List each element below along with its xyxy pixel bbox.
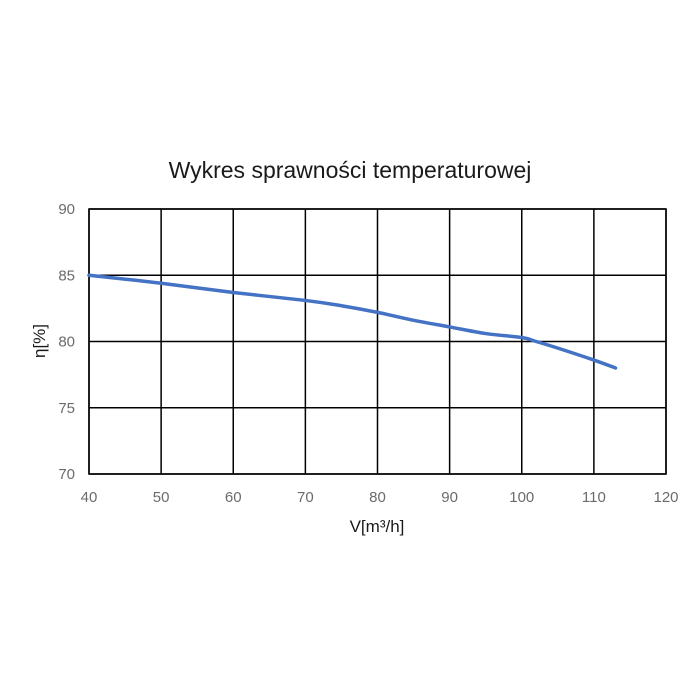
chart-title: Wykres sprawności temperaturowej [169, 157, 532, 183]
plot-area-border [88, 208, 667, 475]
x-tick-label: 50 [153, 489, 170, 506]
y-axis-title: η[%] [30, 324, 49, 358]
x-axis-tick-labels: 40 50 60 70 80 90 100 110 120 [81, 489, 679, 506]
x-tick-label: 60 [225, 489, 242, 506]
series-lines [87, 273, 618, 370]
x-tick-label: 70 [297, 489, 314, 506]
plot-border [88, 208, 667, 475]
x-tick-label: 120 [653, 489, 678, 506]
series-line [87, 273, 618, 370]
x-tick-label: 80 [369, 489, 386, 506]
x-tick-label: 40 [81, 489, 98, 506]
y-axis-tick-labels: 70 75 80 85 90 [58, 201, 75, 483]
x-tick-label: 110 [582, 489, 606, 506]
y-tick-label: 80 [58, 334, 75, 351]
y-tick-label: 70 [58, 466, 75, 483]
y-tick-label: 75 [58, 400, 75, 417]
x-axis-title: V[m³/h] [350, 517, 405, 536]
x-tick-label: 90 [441, 489, 458, 506]
x-tick-label: 100 [509, 489, 534, 506]
y-tick-label: 90 [58, 201, 75, 218]
y-tick-label: 85 [58, 267, 75, 284]
